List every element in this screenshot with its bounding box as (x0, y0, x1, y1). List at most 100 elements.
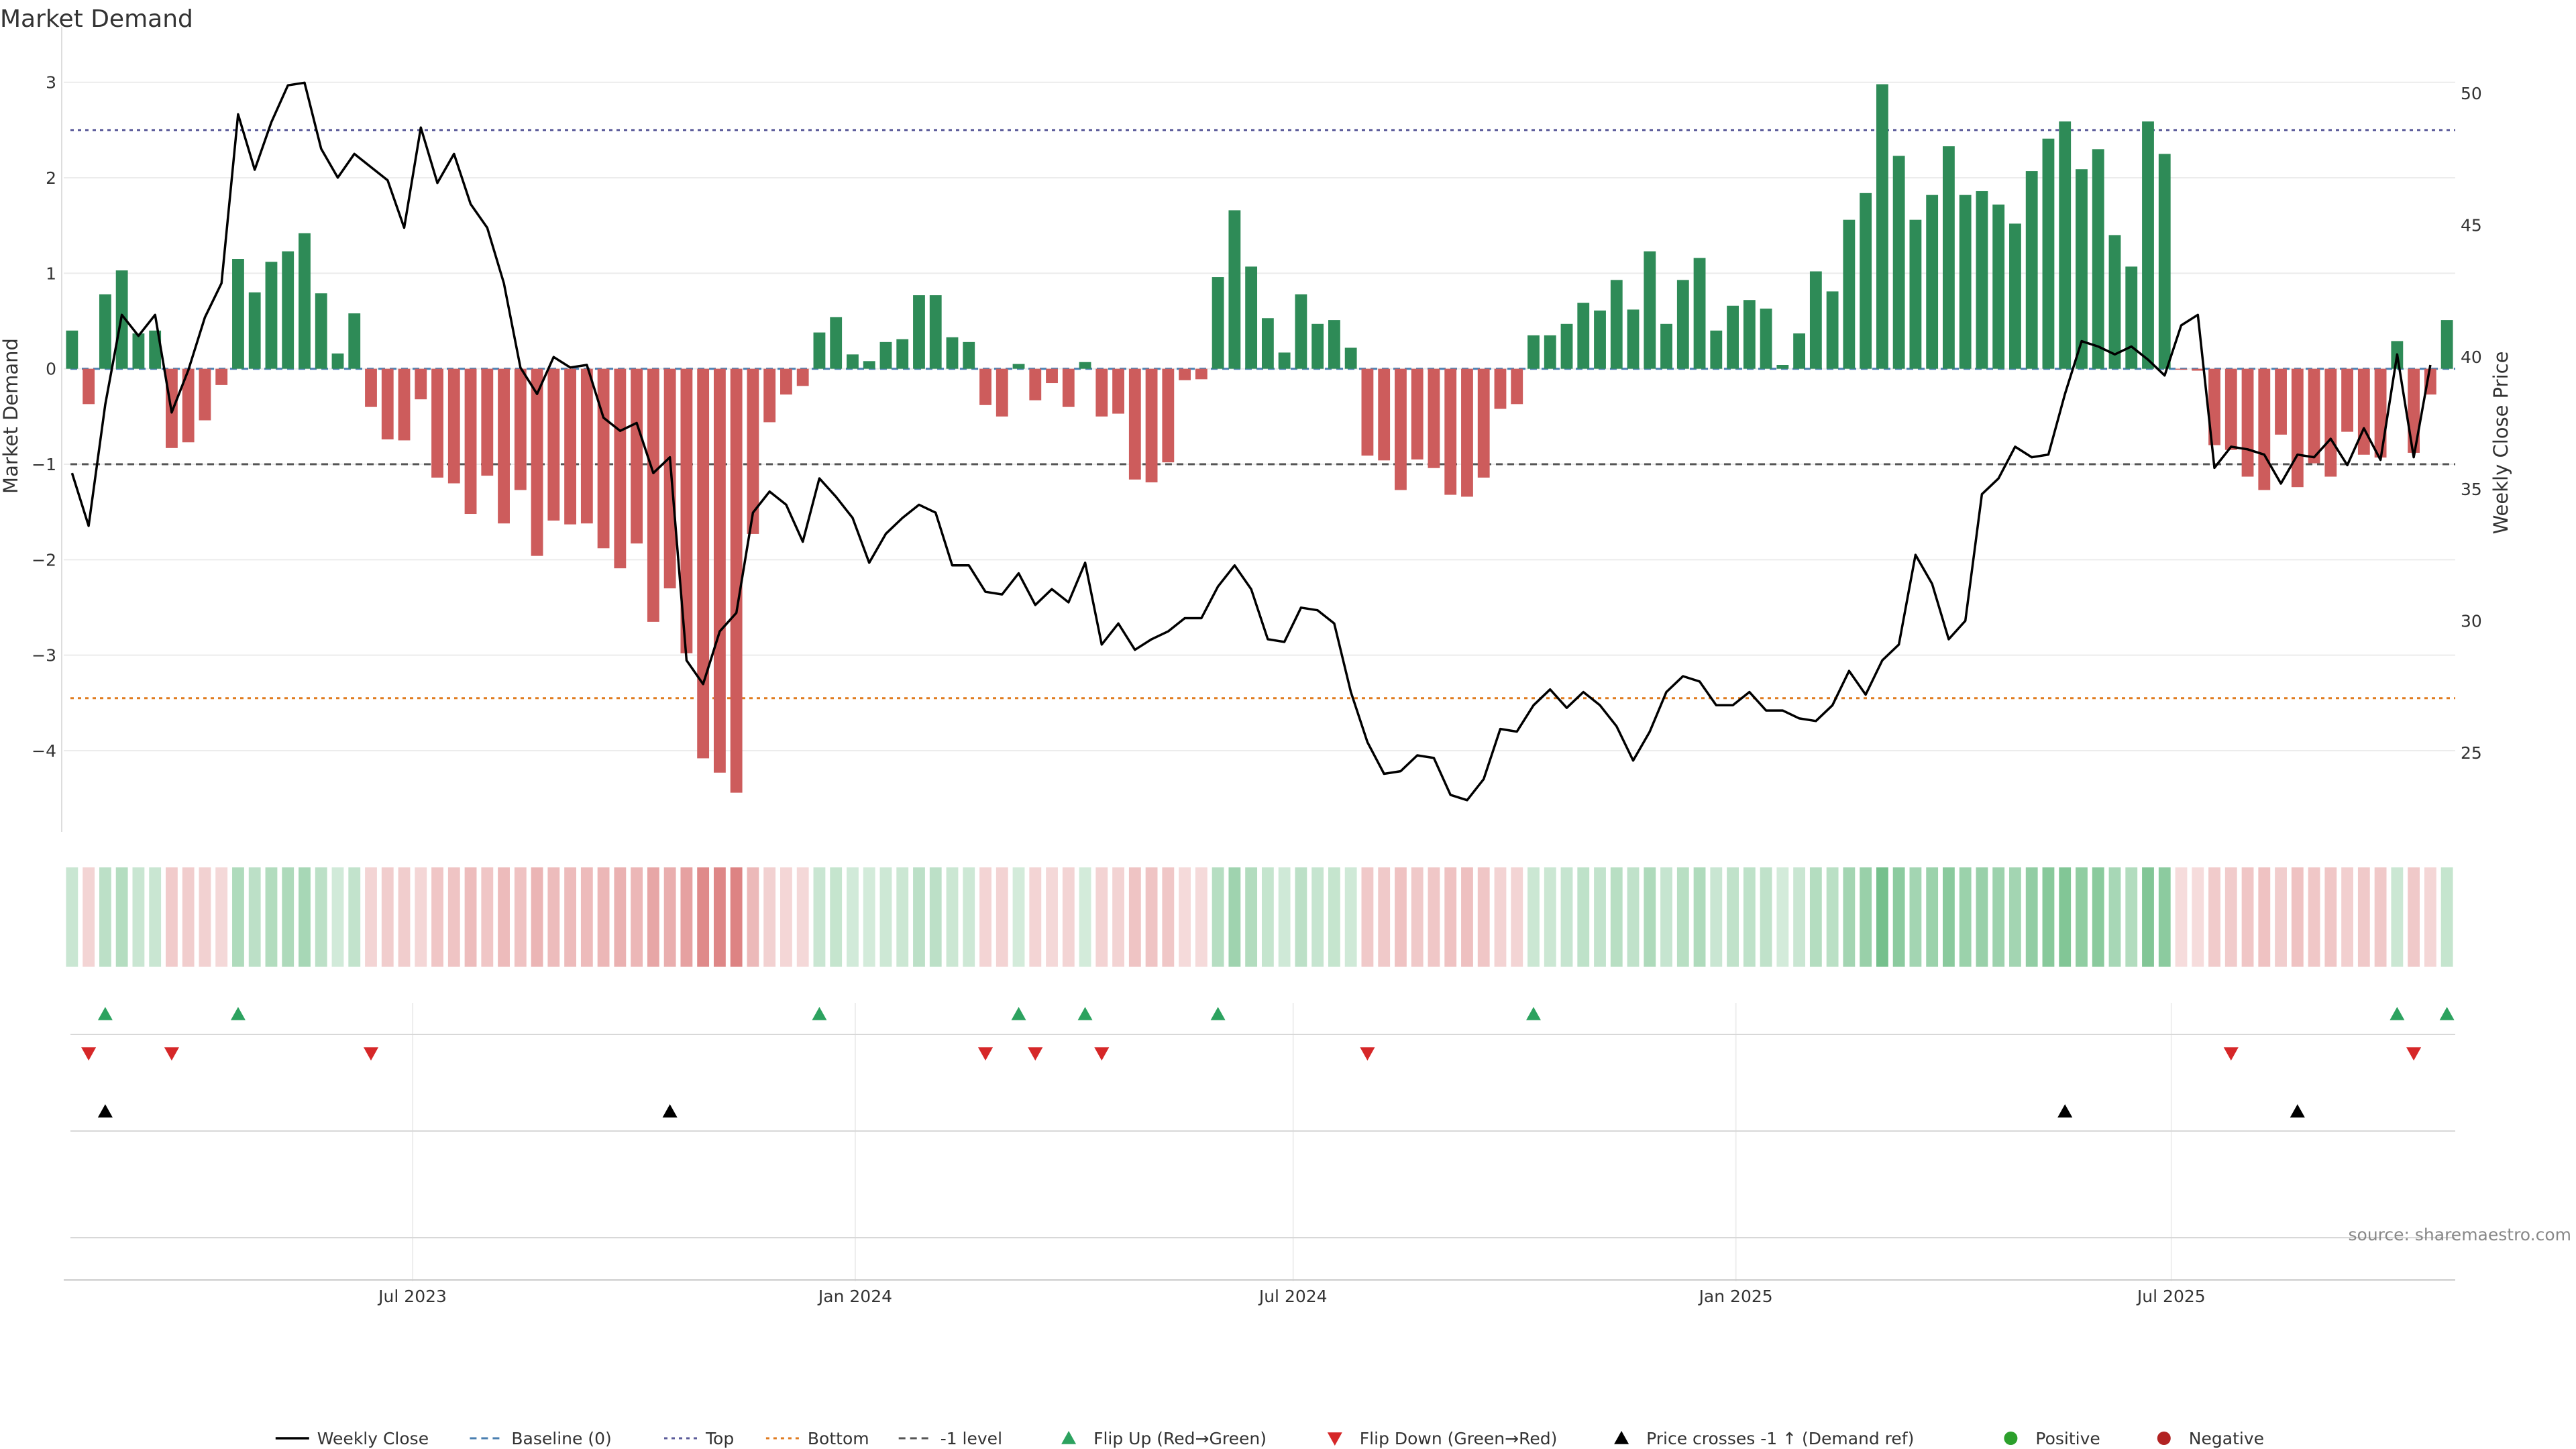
heat-cell (879, 867, 892, 967)
heat-cell (1062, 867, 1075, 967)
legend: Weekly Close Baseline (0) Top Bottom -1 leve… (275, 1429, 2264, 1448)
demand-bar (1128, 368, 1141, 480)
flip-up-marker (1011, 1007, 1026, 1020)
heat-cell (1095, 867, 1108, 967)
flip-down-marker (164, 1047, 179, 1061)
left-tick-label: 0 (46, 360, 56, 379)
demand-bar (1511, 368, 1523, 405)
heat-cell (431, 867, 443, 967)
heat-cell (2424, 867, 2436, 967)
legend-item: Weekly Close (275, 1429, 429, 1448)
demand-bar (580, 368, 593, 524)
left-tick-label: 3 (46, 73, 56, 93)
demand-bar (1444, 368, 1457, 495)
legend-item: Baseline (0) (470, 1429, 612, 1448)
heat-cell (1892, 867, 1905, 967)
demand-bar (1311, 323, 1324, 369)
heat-cell (863, 867, 875, 967)
demand-bar (2009, 223, 2021, 369)
heat-cell (1179, 867, 1191, 967)
heat-cell (1976, 867, 1988, 967)
flip-down-marker (2223, 1047, 2239, 1061)
demand-bar (1926, 195, 1939, 369)
heat-cell (2059, 867, 2072, 967)
demand-bar (879, 341, 892, 369)
legend-label: Top (705, 1429, 734, 1448)
heat-cell (2175, 867, 2188, 967)
left-tick-label: 1 (46, 264, 56, 283)
demand-bar (614, 368, 627, 569)
left-tick-label: −3 (32, 646, 56, 665)
right-tick-label: 40 (2461, 347, 2482, 367)
heat-cell (1128, 867, 1141, 967)
heat-cell (1710, 867, 1723, 967)
right-tick-label: 45 (2461, 216, 2482, 235)
demand-bar (1843, 219, 1856, 369)
heat-cell (1411, 867, 1424, 967)
heat-cell (1610, 867, 1623, 967)
heat-cell (713, 867, 726, 967)
x-tick-label: Jan 2025 (1698, 1287, 1773, 1306)
demand-bar (1278, 352, 1291, 369)
heat-cell (1793, 867, 1806, 967)
legend-label: Weekly Close (317, 1429, 429, 1448)
heat-cell (464, 867, 477, 967)
heat-cell (631, 867, 643, 967)
heat-cell (1195, 867, 1208, 967)
heat-cell (796, 867, 809, 967)
demand-bar (979, 368, 991, 405)
legend-item: Top (664, 1429, 734, 1448)
demand-bar (1378, 368, 1391, 461)
demand-bar (299, 233, 311, 369)
demand-bar (1710, 330, 1723, 369)
demand-bar (531, 368, 543, 556)
demand-bar (1112, 368, 1124, 414)
demand-bar (1295, 294, 1307, 369)
heat-cell (166, 867, 178, 967)
demand-bar (1594, 310, 1606, 369)
demand-bar (913, 295, 925, 369)
left-tick-label: −4 (32, 741, 56, 761)
signal-panels (70, 1007, 2455, 1238)
demand-bar (1560, 323, 1573, 369)
heat-cell (763, 867, 776, 967)
demand-bar (348, 313, 361, 369)
price-cross-marker (97, 1104, 113, 1118)
demand-bar (663, 368, 676, 589)
legend-label: Price crosses -1 ↑ (Demand ref) (1646, 1429, 1914, 1448)
heat-cell (2440, 867, 2453, 967)
flip-up-marker (2390, 1007, 2405, 1020)
demand-bar (315, 293, 327, 369)
heat-cell (680, 867, 693, 967)
demand-bar (2258, 368, 2271, 490)
heat-cell (1743, 867, 1756, 967)
heat-cell (896, 867, 909, 967)
demand-bar (697, 368, 710, 759)
heat-cell (1943, 867, 1955, 967)
flip-up-marker (1077, 1007, 1093, 1020)
legend-swatch-triangle (1614, 1431, 1629, 1444)
heat-cell (531, 867, 543, 967)
demand-bar (564, 368, 576, 525)
flip-up-marker (230, 1007, 246, 1020)
demand-bar (2059, 121, 2072, 369)
demand-bar (481, 368, 494, 476)
demand-bar (1992, 204, 2005, 369)
left-axis-label: Market Demand (0, 338, 22, 494)
price-cross-marker (2057, 1104, 2073, 1118)
heat-cell (2291, 867, 2304, 967)
heat-cell (282, 867, 294, 967)
heat-cell (1261, 867, 1274, 967)
heat-cell (1079, 867, 1091, 967)
demand-bar (730, 368, 743, 793)
demand-bar (1876, 84, 1888, 369)
demand-bar (2291, 368, 2304, 488)
heat-cell (564, 867, 576, 967)
heat-cell (1477, 867, 1490, 967)
demand-bar (1012, 364, 1025, 369)
demand-bar (830, 317, 843, 369)
demand-bar (1361, 368, 1374, 456)
heat-cell (1212, 867, 1224, 967)
heat-cell (2208, 867, 2220, 967)
heat-cell (946, 867, 959, 967)
